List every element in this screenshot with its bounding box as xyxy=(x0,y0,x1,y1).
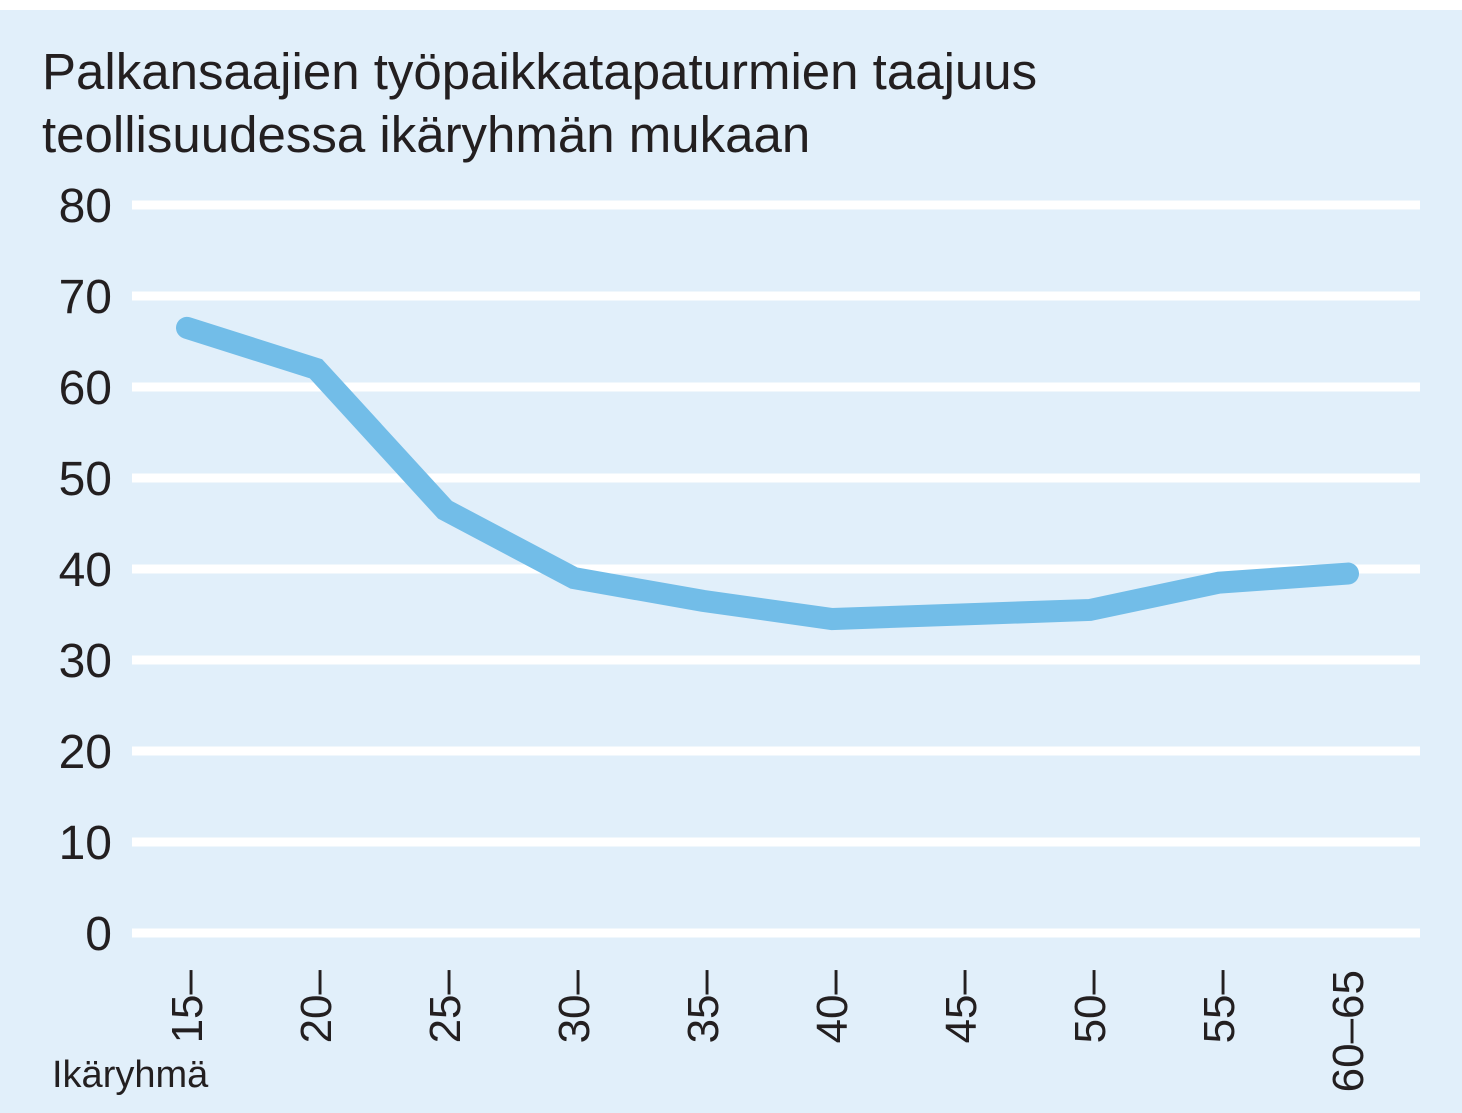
x-tick-label: 50– xyxy=(1066,969,1115,1043)
x-axis-ticks: 15– 20– 25– 30– 35– 40– 45– 50– 55– 60–65 xyxy=(163,969,1373,1092)
y-axis-ticks: 0 10 20 30 40 50 60 70 80 xyxy=(59,180,112,961)
x-tick-label: 55– xyxy=(1195,969,1244,1043)
x-tick-label: 15– xyxy=(163,969,212,1043)
x-tick-label: 35– xyxy=(679,969,728,1043)
x-tick-label: 25– xyxy=(421,969,470,1043)
x-tick-label: 40– xyxy=(808,969,857,1043)
y-tick-label: 80 xyxy=(59,180,112,233)
y-tick-label: 60 xyxy=(59,362,112,415)
line-chart: Palkansaajien työpaikkatapaturmien taaju… xyxy=(0,10,1462,1113)
x-tick-label: 20– xyxy=(292,969,341,1043)
y-tick-label: 10 xyxy=(59,817,112,870)
y-tick-label: 70 xyxy=(59,271,112,324)
series-line xyxy=(176,316,1359,631)
x-axis-label: Ikäryhmä xyxy=(52,1054,209,1096)
series-lines xyxy=(176,316,1359,631)
chart-background xyxy=(0,10,1462,1113)
x-tick-label: 30– xyxy=(550,969,599,1043)
chart-subtitle: teollisuudessa ikäryhmän mukaan xyxy=(42,106,810,163)
y-tick-label: 20 xyxy=(59,726,112,779)
x-tick-label: 60–65 xyxy=(1324,970,1373,1092)
y-tick-label: 0 xyxy=(85,908,112,961)
y-tick-label: 50 xyxy=(59,453,112,506)
y-tick-label: 30 xyxy=(59,635,112,688)
y-tick-label: 40 xyxy=(59,544,112,597)
x-tick-label: 45– xyxy=(937,969,986,1043)
chart-title: Palkansaajien työpaikkatapaturmien taaju… xyxy=(42,43,1037,100)
chart-panel: Palkansaajien työpaikkatapaturmien taaju… xyxy=(0,10,1462,1113)
